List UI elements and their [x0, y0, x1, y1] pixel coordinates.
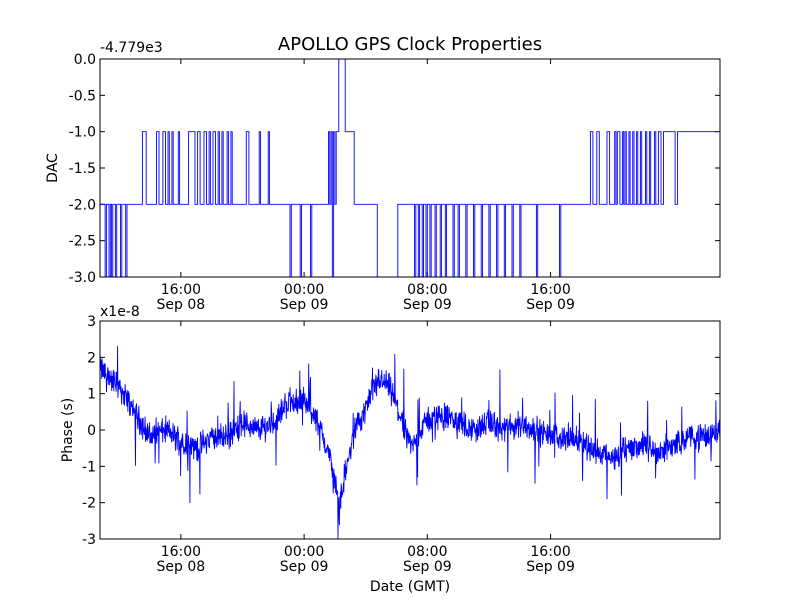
y-tick-label: -2 — [82, 496, 96, 512]
y-tick-label: -3 — [82, 532, 96, 548]
x-tick-date-label: Sep 08 — [157, 559, 206, 575]
dac-offset-label: -4.779e3 — [100, 40, 163, 56]
x-tick-label: 16:00 — [161, 544, 201, 560]
x-tick-date-label: Sep 09 — [403, 297, 452, 313]
y-tick-label: 2 — [87, 350, 96, 366]
phase-y-ticks: 3 2 1 0 -1 -2 -3 — [82, 314, 720, 548]
phase-x-axis-label: Date (GMT) — [370, 579, 450, 595]
x-tick-date-label: Sep 09 — [526, 559, 575, 575]
x-tick-date-label: Sep 09 — [526, 297, 575, 313]
x-tick-date-label: Sep 09 — [403, 559, 452, 575]
phase-series-line — [99, 345, 721, 540]
phase-offset-label: x1e-8 — [100, 304, 140, 320]
y-tick-label: -2.0 — [69, 197, 96, 213]
phase-plot-frame — [99, 320, 721, 540]
dac-panel: -4.779e3 0.0 -0.5 -1.0 -1.5 -2.0 -2.5 -3.0 16:… — [45, 40, 721, 313]
x-tick-label: 08:00 — [407, 544, 447, 560]
y-tick-label: -1.5 — [69, 161, 96, 177]
dac-y-axis-label: DAC — [45, 153, 61, 183]
y-tick-label: -2.5 — [69, 234, 96, 250]
x-tick-date-label: Sep 09 — [280, 297, 329, 313]
x-tick-label: 16:00 — [530, 544, 570, 560]
x-tick-label: 00:00 — [284, 282, 324, 298]
x-tick-label: 00:00 — [284, 544, 324, 560]
y-tick-label: 1 — [87, 387, 96, 403]
x-tick-date-label: Sep 08 — [157, 297, 206, 313]
y-tick-label: -0.5 — [69, 88, 96, 104]
y-tick-label: 0.0 — [74, 52, 96, 68]
dac-plot-frame — [99, 58, 721, 278]
y-tick-label: 0 — [87, 423, 96, 439]
figure-title: APOLLO GPS Clock Properties — [278, 34, 542, 55]
y-tick-label: -1.0 — [69, 125, 96, 141]
phase-y-axis-label: Phase (s) — [60, 398, 76, 462]
x-tick-label: 16:00 — [161, 282, 201, 298]
dac-series-line — [100, 58, 720, 278]
x-tick-label: 16:00 — [530, 282, 570, 298]
x-tick-label: 08:00 — [407, 282, 447, 298]
y-tick-label: -3.0 — [69, 270, 96, 286]
y-tick-label: 3 — [87, 314, 96, 330]
y-tick-label: -1 — [82, 459, 96, 475]
x-tick-date-label: Sep 09 — [280, 559, 329, 575]
